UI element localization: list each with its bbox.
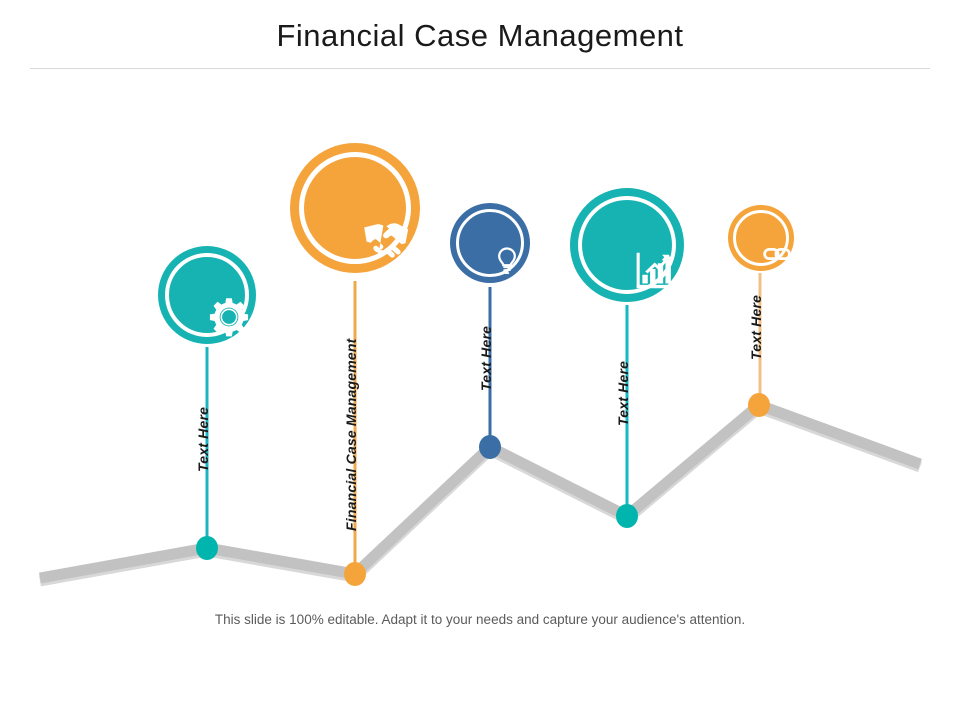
milestone-bubble-3[interactable] — [450, 203, 530, 283]
bubble-ring-1 — [165, 253, 249, 337]
milestone-node-1[interactable] — [196, 536, 218, 560]
slide-caption: This slide is 100% editable. Adapt it to… — [214, 612, 746, 627]
milestone-bubble-1[interactable] — [158, 246, 256, 344]
milestone-node-5[interactable] — [748, 393, 770, 417]
bubble-ring-3 — [456, 209, 524, 277]
bubble-ring-4 — [578, 196, 676, 294]
milestone-label-2: Financial Case Management — [343, 338, 359, 531]
milestone-label-1: Text Here — [195, 406, 211, 472]
page-title: Financial Case Management — [276, 18, 684, 53]
milestone-label-4: Text Here — [615, 360, 631, 426]
zigzag-polyline — [39, 398, 922, 587]
milestone-node-2[interactable] — [344, 562, 366, 586]
title-divider — [30, 68, 930, 69]
milestone-label-3: Text Here — [478, 325, 494, 391]
bubble-ring-5 — [733, 210, 789, 266]
milestone-node-4[interactable] — [616, 504, 638, 528]
milestone-bubble-5[interactable] — [728, 205, 794, 271]
milestone-label-5: Text Here — [748, 294, 764, 360]
milestone-bubble-2[interactable] — [290, 143, 420, 273]
title-block: Financial Case Management — [0, 16, 960, 56]
milestone-bubble-4[interactable] — [570, 188, 684, 302]
bubble-ring-2 — [299, 152, 411, 264]
milestone-node-3[interactable] — [479, 435, 501, 459]
